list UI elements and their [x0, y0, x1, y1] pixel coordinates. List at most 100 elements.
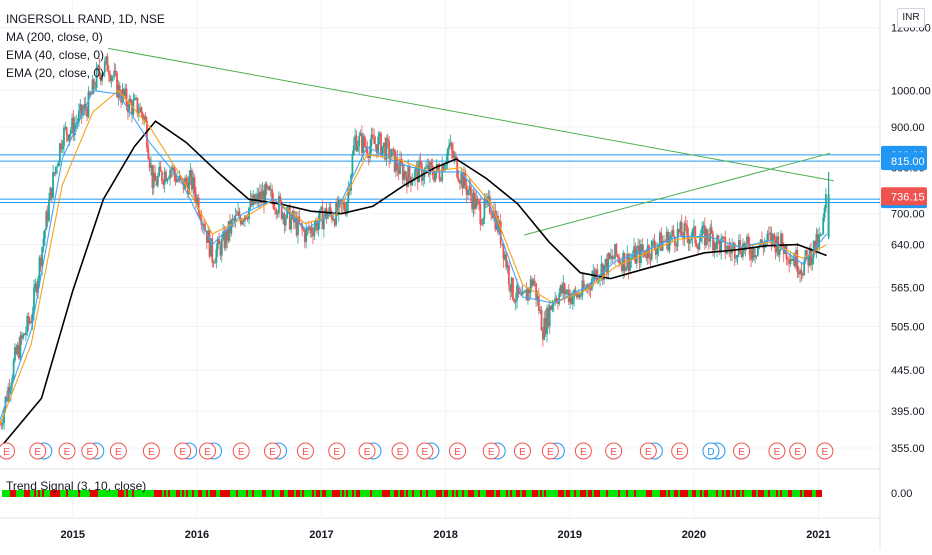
earnings-marker: [142, 442, 160, 460]
signal-bar: [728, 490, 730, 497]
candle-body: [724, 236, 727, 254]
candle-body: [278, 196, 280, 214]
signal-bar: [358, 490, 360, 497]
y-tick-label: 565.00: [891, 283, 925, 295]
chart-title[interactable]: INGERSOLL RAND, 1D, NSE: [6, 12, 165, 26]
event-letter: D: [707, 447, 714, 458]
signal-bar: [662, 490, 664, 497]
candle-body: [588, 284, 591, 289]
signal-bar: [516, 490, 518, 497]
candle-body: [314, 220, 317, 228]
signal-bar: [646, 490, 648, 497]
legend-ema40[interactable]: EMA (40, close, 0): [6, 48, 105, 62]
signal-bar: [610, 490, 612, 497]
candle-body: [7, 387, 10, 401]
y-tick-label: 445.00: [891, 365, 925, 377]
candle-body: [415, 165, 418, 170]
candle-body: [249, 198, 252, 208]
signal-bar: [474, 490, 476, 497]
candle-body: [227, 221, 230, 241]
candle-body: [54, 166, 57, 174]
signal-bar: [434, 490, 436, 497]
candle-body: [505, 254, 508, 268]
candle-body: [578, 294, 581, 297]
candle-body: [458, 181, 461, 184]
trend-signal-label[interactable]: Trend Signal (3, 10, close): [6, 479, 147, 493]
candle-body: [660, 232, 663, 251]
candle-body: [253, 194, 256, 204]
candle-body: [754, 255, 757, 258]
signal-bar: [514, 490, 516, 497]
candle-body: [486, 197, 489, 204]
signal-bar: [278, 490, 280, 497]
candle-body: [41, 247, 44, 267]
candle-body: [811, 257, 814, 265]
candle-body: [805, 250, 808, 255]
signal-bar: [484, 490, 486, 497]
candle-body: [340, 200, 343, 205]
candle-body: [14, 347, 16, 361]
candle-body: [550, 305, 552, 311]
candle-body: [83, 104, 86, 111]
candle-body: [790, 259, 793, 261]
candle-body: [282, 213, 284, 219]
candle-body: [653, 240, 656, 249]
candle-body: [356, 146, 359, 152]
currency-badge[interactable]: INR: [897, 8, 925, 28]
signal-bar: [476, 490, 478, 497]
candle-body: [408, 166, 411, 177]
signal-bar: [396, 490, 398, 497]
candle-body: [722, 236, 725, 238]
candle-body: [56, 166, 59, 168]
candle-body: [180, 176, 182, 180]
signal-bar: [246, 490, 248, 497]
candle-body: [106, 56, 109, 72]
candle-body: [742, 243, 744, 257]
candle-body: [418, 160, 420, 183]
signal-bar: [506, 490, 508, 497]
candle-body: [109, 74, 112, 81]
axes: 1200.001000.00900.00800.00700.00640.0056…: [61, 23, 931, 541]
signal-bar: [290, 490, 292, 497]
signal-bar: [80, 490, 82, 497]
candle-body: [133, 98, 136, 101]
signal-bar: [154, 490, 156, 497]
signal-bar: [222, 490, 224, 497]
legend-ema20[interactable]: EMA (20, close, 0): [6, 66, 105, 80]
signal-bar: [436, 490, 438, 497]
candle-body: [638, 245, 641, 264]
candle-body: [305, 228, 308, 243]
candle-body: [626, 253, 629, 268]
signal-bar: [500, 490, 502, 497]
x-tick-label: 2016: [185, 529, 209, 541]
signal-bar: [410, 490, 412, 497]
legend-ma200[interactable]: MA (200, close, 0): [6, 30, 103, 44]
signal-bar: [108, 490, 110, 497]
candle-body: [746, 236, 748, 244]
candle-body: [220, 238, 223, 256]
signal-bar: [704, 490, 706, 497]
candle-body: [512, 277, 514, 300]
signal-bar: [194, 490, 196, 497]
signal-bar: [492, 490, 494, 497]
signal-bar: [590, 490, 592, 497]
signal-bar: [328, 490, 330, 497]
earnings-marker: [416, 442, 434, 460]
signal-bar: [420, 490, 422, 497]
signal-bar: [524, 490, 526, 497]
candle-body: [313, 227, 316, 237]
signal-bar: [350, 490, 352, 497]
candle-body: [543, 318, 546, 340]
candle-body: [182, 178, 185, 190]
signal-bar: [362, 490, 364, 497]
x-tick-label: 2018: [433, 529, 457, 541]
signal-bar: [594, 490, 596, 497]
candle-body: [22, 333, 25, 339]
signal-bar: [774, 490, 776, 497]
signal-bar: [642, 490, 644, 497]
event-letter: E: [519, 447, 526, 458]
candle-body: [351, 154, 354, 175]
signal-bar: [464, 490, 466, 497]
